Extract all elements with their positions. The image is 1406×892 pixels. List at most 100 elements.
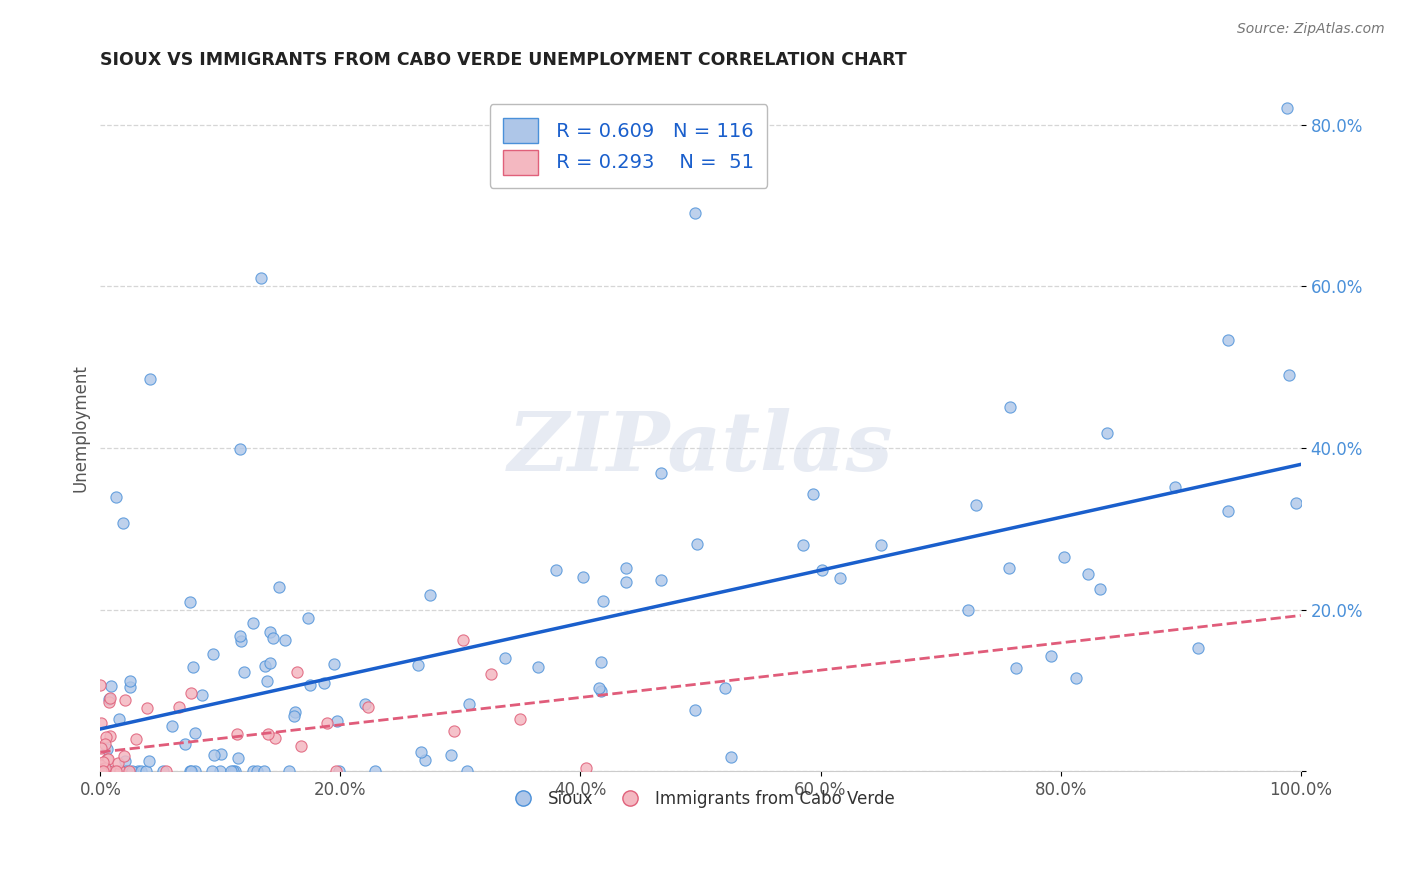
Point xyxy=(226,751,249,765)
Point xyxy=(108,764,131,779)
Point xyxy=(1064,671,1087,685)
Point xyxy=(1095,425,1118,440)
Point xyxy=(225,726,247,740)
Point xyxy=(242,615,264,630)
Point xyxy=(1187,640,1209,655)
Point xyxy=(297,611,319,625)
Point xyxy=(112,749,135,764)
Point xyxy=(90,764,112,779)
Text: ZIPatlas: ZIPatlas xyxy=(508,409,893,489)
Point xyxy=(494,650,516,665)
Point xyxy=(650,467,672,481)
Point xyxy=(167,700,190,714)
Point xyxy=(127,764,149,779)
Point xyxy=(183,764,205,779)
Point xyxy=(1040,649,1063,664)
Point xyxy=(274,633,297,648)
Point xyxy=(94,760,117,774)
Point xyxy=(90,764,112,779)
Point xyxy=(179,764,201,779)
Point xyxy=(312,675,335,690)
Point xyxy=(90,715,112,730)
Point xyxy=(160,719,183,733)
Point xyxy=(115,764,138,779)
Point xyxy=(90,740,112,755)
Point xyxy=(97,752,120,766)
Point xyxy=(107,764,129,779)
Point xyxy=(870,538,893,552)
Point xyxy=(89,758,111,772)
Point xyxy=(253,659,276,673)
Point xyxy=(91,764,114,779)
Point xyxy=(98,764,121,779)
Point xyxy=(91,762,114,776)
Point xyxy=(249,271,271,285)
Point xyxy=(801,487,824,501)
Point xyxy=(1218,504,1240,518)
Point xyxy=(1285,496,1308,510)
Point xyxy=(96,742,118,756)
Point xyxy=(90,764,112,779)
Point xyxy=(242,764,264,779)
Point xyxy=(299,678,322,692)
Point xyxy=(201,647,224,661)
Point xyxy=(998,561,1021,575)
Point xyxy=(114,693,136,707)
Point xyxy=(283,708,305,723)
Point xyxy=(325,764,347,779)
Y-axis label: Unemployment: Unemployment xyxy=(72,364,89,491)
Point xyxy=(328,764,350,779)
Point xyxy=(614,561,637,575)
Point xyxy=(810,563,832,577)
Point xyxy=(479,667,502,681)
Point xyxy=(97,764,120,779)
Point xyxy=(97,695,120,709)
Point xyxy=(209,747,232,761)
Point xyxy=(91,764,114,779)
Point xyxy=(278,764,301,779)
Point xyxy=(253,764,276,779)
Point xyxy=(720,749,742,764)
Point xyxy=(136,701,159,715)
Point xyxy=(138,754,160,768)
Point xyxy=(458,698,481,712)
Point xyxy=(614,574,637,589)
Point xyxy=(233,665,256,680)
Point xyxy=(231,634,253,648)
Point xyxy=(111,516,134,530)
Point xyxy=(180,764,202,779)
Point xyxy=(152,764,174,779)
Point xyxy=(589,683,612,698)
Point xyxy=(965,498,987,512)
Text: SIOUX VS IMMIGRANTS FROM CABO VERDE UNEMPLOYMENT CORRELATION CHART: SIOUX VS IMMIGRANTS FROM CABO VERDE UNEM… xyxy=(100,51,907,69)
Point xyxy=(284,705,307,719)
Point xyxy=(572,570,595,584)
Point xyxy=(208,764,231,779)
Point xyxy=(91,764,114,779)
Point xyxy=(957,603,980,617)
Point xyxy=(91,757,114,772)
Point xyxy=(509,712,531,726)
Point xyxy=(683,205,706,219)
Point xyxy=(96,764,118,779)
Point xyxy=(222,764,245,779)
Point xyxy=(181,660,204,674)
Point xyxy=(363,764,385,779)
Point xyxy=(451,632,474,647)
Point xyxy=(456,764,478,779)
Point xyxy=(443,723,465,738)
Point xyxy=(259,624,281,639)
Point xyxy=(94,764,117,779)
Point xyxy=(357,700,380,714)
Point xyxy=(89,764,111,779)
Point xyxy=(828,571,851,585)
Point xyxy=(1278,368,1301,383)
Point xyxy=(546,564,568,578)
Point xyxy=(413,753,436,767)
Point xyxy=(354,697,377,711)
Point xyxy=(118,764,141,779)
Point xyxy=(89,678,111,692)
Point xyxy=(90,764,112,779)
Point xyxy=(201,764,224,779)
Point xyxy=(125,731,148,746)
